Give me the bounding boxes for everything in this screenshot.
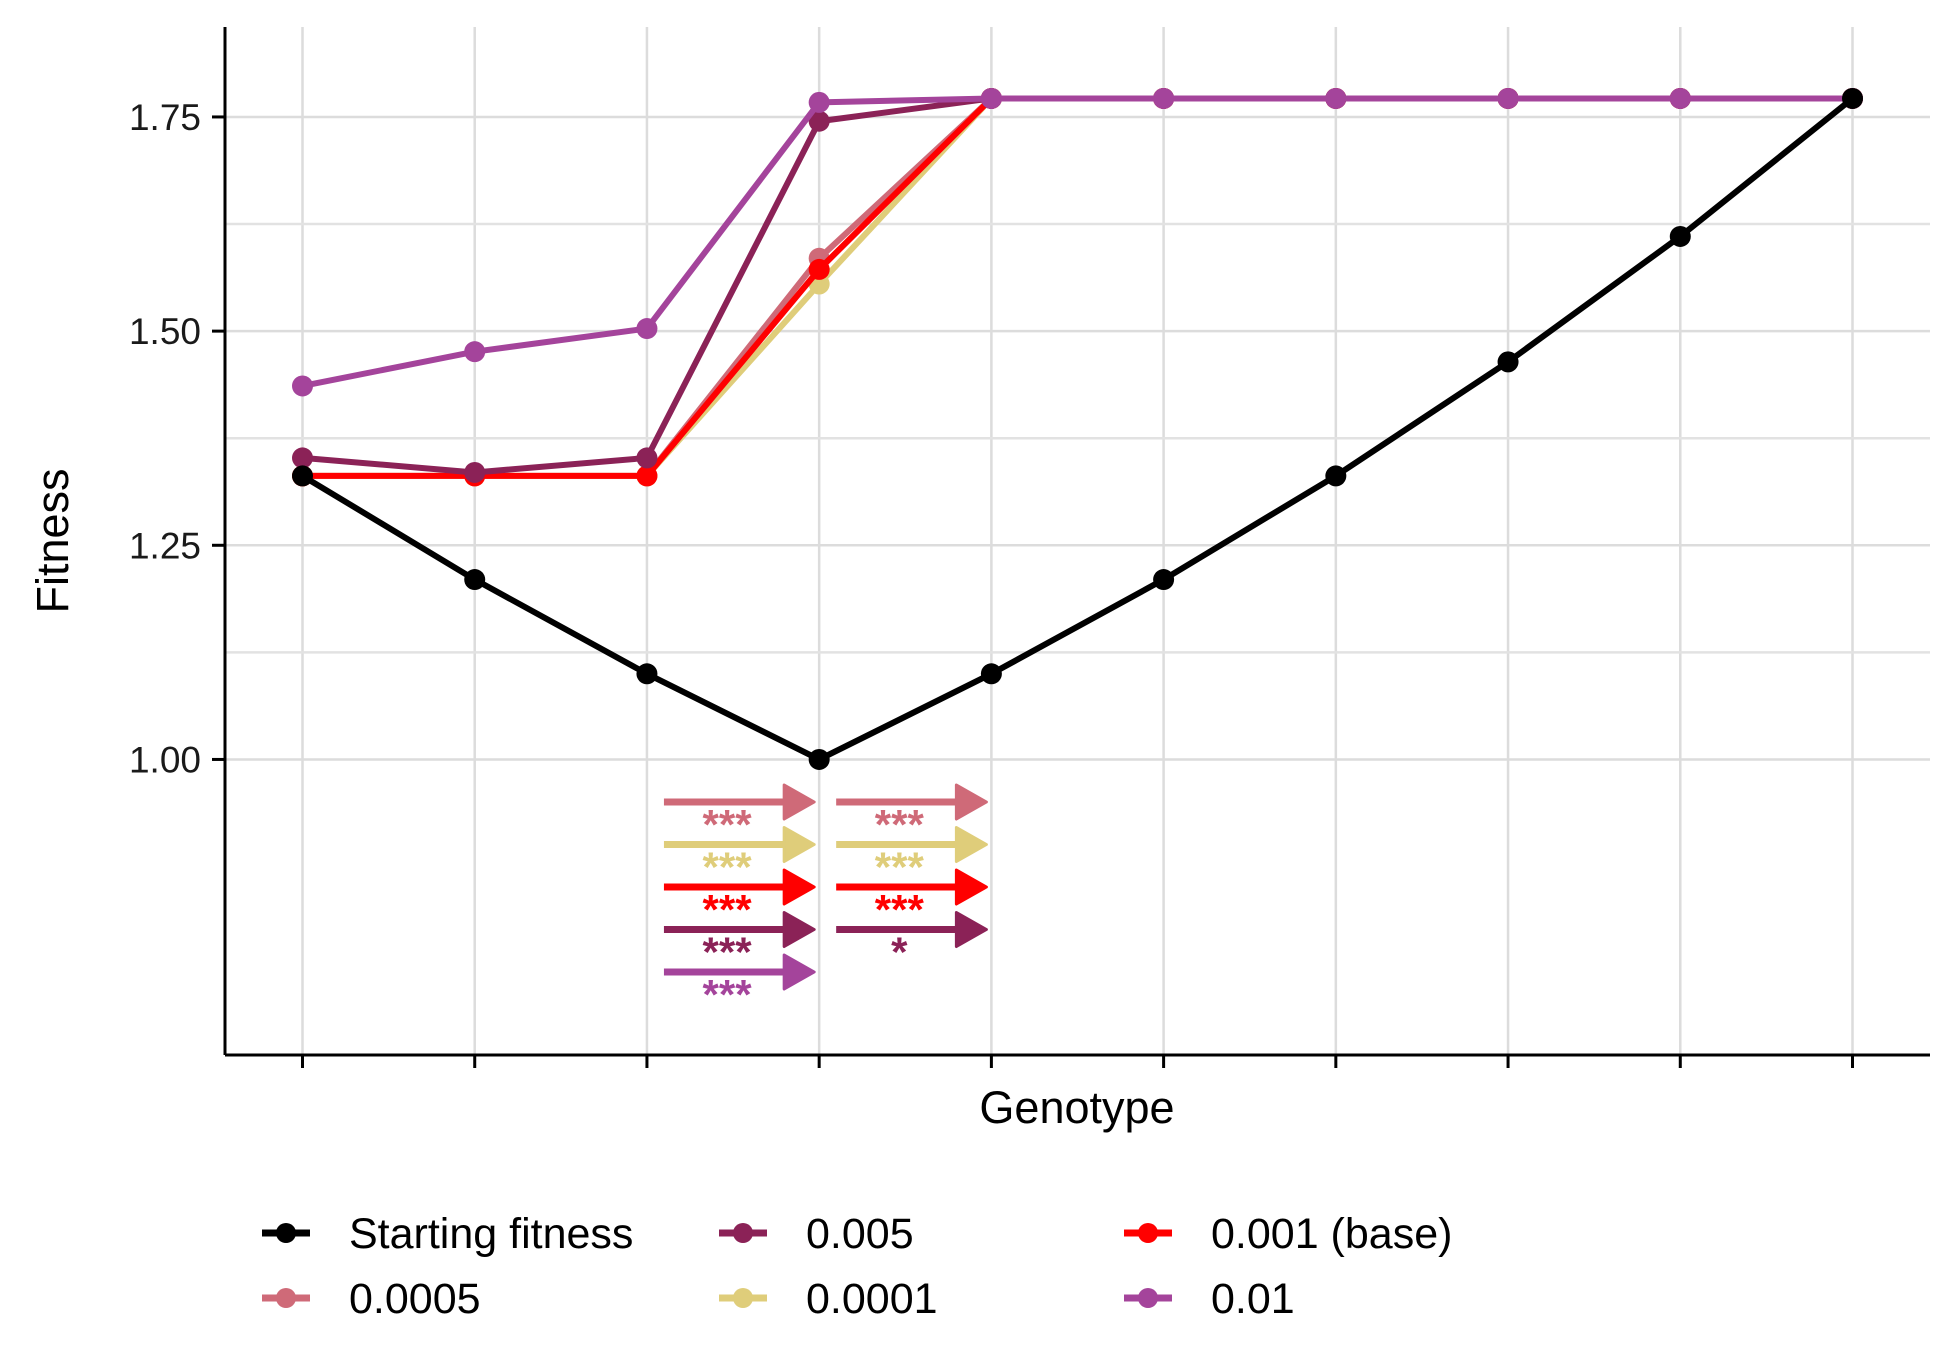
significance-label: *** — [703, 844, 753, 891]
legend-key-point — [733, 1288, 753, 1308]
series-line — [299, 95, 1856, 479]
series-0-0001 — [292, 87, 1863, 487]
data-point — [464, 461, 486, 483]
significance-arrow-head — [954, 826, 988, 863]
data-point — [636, 465, 658, 487]
arrow-group: ********** — [836, 783, 988, 976]
series-0-005 — [292, 87, 1863, 483]
x-axis-title: Genotype — [979, 1082, 1174, 1133]
legend-key-point — [733, 1223, 753, 1243]
series-0-0005 — [292, 87, 1863, 487]
arrow-group: *************** — [663, 783, 816, 1018]
data-point — [1325, 465, 1347, 487]
data-point — [808, 258, 830, 280]
series-starting-fitness — [292, 87, 1863, 770]
significance-arrow-head — [954, 783, 988, 821]
significance-label: *** — [875, 801, 925, 848]
series-line — [299, 95, 1856, 389]
significance-arrow-head — [782, 868, 816, 906]
axes — [223, 27, 1930, 1057]
y-tick-label: 1.00 — [129, 739, 201, 780]
data-point — [808, 91, 830, 113]
significance-arrows: ************************* — [663, 783, 988, 1018]
series-0-01 — [292, 87, 1863, 397]
data-point — [1842, 87, 1863, 109]
legend-label: 0.01 — [1211, 1275, 1295, 1323]
series-line — [299, 95, 1856, 476]
legend-label: 0.0005 — [349, 1275, 481, 1323]
legend-label: Starting fitness — [349, 1210, 633, 1258]
data-point — [1325, 87, 1347, 109]
data-point — [1153, 87, 1175, 109]
significance-arrow-head — [782, 953, 816, 991]
significance-arrow-head — [782, 911, 816, 948]
data-point — [292, 447, 313, 469]
data-point — [464, 341, 486, 363]
legend: Starting fitness 0.0005 0.005 0.0001 0.001 (… — [262, 1210, 1452, 1323]
significance-arrow-head — [954, 868, 988, 906]
significance-arrow-head — [782, 783, 816, 821]
legend-label: 0.005 — [806, 1210, 914, 1258]
significance-label: *** — [703, 971, 753, 1018]
series-line — [299, 95, 1856, 479]
legend-item: 0.0005 — [262, 1275, 481, 1323]
y-tick-label: 1.75 — [129, 97, 201, 138]
series-0-001-base- — [292, 87, 1863, 487]
legend-item: 0.001 (base) — [1124, 1210, 1452, 1258]
significance-label: *** — [875, 886, 925, 933]
data-point — [292, 465, 313, 487]
significance-label: *** — [875, 844, 925, 891]
grid: 1.00 1.25 1.50 1.75 — [129, 27, 1930, 1068]
legend-item: 0.0001 — [719, 1275, 938, 1323]
significance-arrow-head — [954, 911, 988, 948]
legend-item: Starting fitness — [262, 1210, 633, 1258]
significance-label: *** — [703, 886, 753, 933]
series-line — [299, 95, 1856, 763]
legend-label: 0.001 (base) — [1211, 1210, 1452, 1258]
data-point — [636, 663, 658, 685]
data-point — [1497, 87, 1519, 109]
data-point — [1669, 87, 1691, 109]
data-point — [980, 663, 1002, 685]
legend-key-point — [1138, 1223, 1158, 1243]
data-point — [980, 87, 1002, 109]
data-point — [1153, 569, 1175, 591]
data-point — [636, 447, 658, 469]
y-tick-label: 1.50 — [129, 311, 201, 352]
legend-item: 0.01 — [1124, 1275, 1295, 1323]
legend-key-point — [1138, 1288, 1158, 1308]
series-line — [299, 95, 1856, 479]
data-point — [636, 318, 658, 340]
data-point — [1669, 225, 1691, 247]
legend-key-point — [276, 1223, 296, 1243]
legend-key-point — [276, 1288, 296, 1308]
data-point — [808, 748, 830, 770]
significance-arrow-head — [782, 826, 816, 863]
data-point — [464, 569, 486, 591]
data-point — [808, 110, 830, 132]
significance-label: *** — [703, 801, 753, 848]
significance-label: * — [891, 929, 908, 976]
data-point — [1497, 351, 1519, 373]
y-axis-title: Fitness — [27, 468, 78, 613]
series-lines — [292, 87, 1863, 770]
y-tick-label: 1.25 — [129, 525, 201, 566]
legend-item: 0.005 — [719, 1210, 914, 1258]
significance-label: *** — [703, 929, 753, 976]
legend-label: 0.0001 — [806, 1275, 938, 1323]
data-point — [292, 375, 313, 397]
